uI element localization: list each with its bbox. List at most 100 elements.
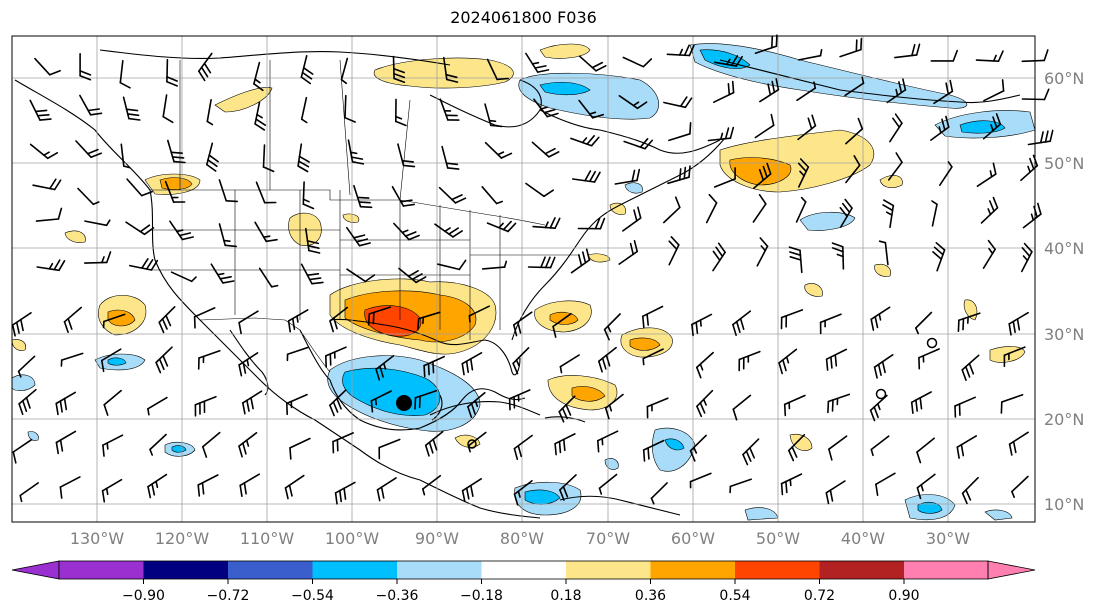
wind-barb-feather bbox=[797, 162, 808, 173]
wind-barb-shaft bbox=[461, 351, 483, 365]
wind-barb-feather bbox=[17, 370, 22, 378]
wind-barb-feather bbox=[404, 231, 417, 237]
wind-barb-shaft bbox=[103, 313, 126, 323]
wind-barb-feather bbox=[540, 106, 548, 110]
wind-barb-feather bbox=[549, 256, 556, 269]
colorbar-bin bbox=[566, 561, 651, 579]
wind-barb-feather bbox=[19, 318, 24, 332]
wind-barb-shaft bbox=[1021, 98, 1046, 101]
wind-barb-feather bbox=[536, 69, 550, 73]
wind-barb-feather bbox=[642, 357, 645, 366]
wind-barb-feather bbox=[394, 115, 403, 120]
wind-barb-feather bbox=[935, 242, 946, 251]
wind-barb-feather bbox=[238, 364, 243, 377]
field-ak-e bbox=[11, 339, 26, 351]
wind-barb-shaft bbox=[101, 348, 122, 362]
wind-barb-feather bbox=[262, 166, 275, 173]
wind-barb-feather bbox=[836, 253, 844, 258]
wind-barb-feather bbox=[717, 242, 726, 254]
wind-barb-shaft bbox=[297, 143, 303, 167]
wind-barb-feather bbox=[961, 492, 968, 505]
wind-barb-shaft bbox=[468, 305, 491, 317]
lon-label: 90°W bbox=[415, 529, 459, 548]
wind-barb-feather bbox=[825, 491, 830, 505]
wind-barb-feather bbox=[256, 113, 263, 119]
wind-barb-feather bbox=[641, 315, 645, 329]
storm-center-marker bbox=[396, 395, 412, 411]
wind-barb-shaft bbox=[931, 203, 938, 227]
field-caribbean-mod bbox=[571, 386, 606, 402]
wind-barb-feather bbox=[642, 58, 653, 68]
wind-barb-shaft bbox=[376, 477, 397, 491]
wind-barb-feather bbox=[190, 276, 197, 283]
wind-barb-shaft bbox=[19, 482, 40, 497]
wind-barb-shaft bbox=[1027, 140, 1051, 146]
wind-barb-shaft bbox=[558, 395, 576, 413]
wind-barb-feather bbox=[393, 77, 406, 83]
field-mid1 bbox=[804, 283, 823, 297]
wind-barb-feather bbox=[807, 117, 813, 130]
wind-barb-feather bbox=[870, 318, 875, 331]
wind-barb-feather bbox=[308, 249, 321, 254]
wind-barb-shaft bbox=[666, 53, 691, 57]
wind-barb-feather bbox=[949, 79, 954, 93]
wind-barb-feather bbox=[55, 441, 60, 455]
wind-barb-feather bbox=[418, 395, 421, 409]
wind-barb-feather bbox=[18, 403, 24, 416]
wind-barb-shaft bbox=[1011, 475, 1029, 493]
wind-barb-feather bbox=[605, 354, 611, 367]
wind-barb-shaft bbox=[827, 393, 851, 403]
wind-barb-shaft bbox=[825, 348, 848, 361]
wind-barb-feather bbox=[650, 497, 655, 505]
wind-barb-shaft bbox=[18, 388, 37, 405]
wind-barb-shaft bbox=[1022, 213, 1042, 229]
wind-barb-feather bbox=[355, 238, 369, 243]
wind-barb-feather bbox=[34, 109, 48, 113]
wind-barb-feather bbox=[1039, 131, 1044, 144]
lat-label: 10°N bbox=[1044, 495, 1084, 514]
wind-barb-feather bbox=[987, 239, 996, 251]
wind-barb-feather bbox=[989, 170, 993, 178]
wind-barb-feather bbox=[329, 404, 335, 417]
colorbar-bin bbox=[397, 561, 482, 579]
wind-barb-feather bbox=[306, 240, 320, 245]
field-ok bbox=[342, 213, 360, 223]
field-carib-neg bbox=[651, 427, 696, 472]
wind-barb-feather bbox=[831, 247, 844, 253]
calm-circle bbox=[875, 388, 887, 400]
wind-barb-feather bbox=[670, 236, 680, 246]
wind-barb-feather bbox=[302, 67, 314, 75]
greenland-coast bbox=[719, 59, 1021, 104]
wind-barb-shaft bbox=[441, 145, 449, 169]
wind-barb-feather bbox=[340, 78, 348, 85]
wind-barb-feather bbox=[207, 159, 218, 168]
field-hudson bbox=[373, 57, 514, 89]
wind-barb-feather bbox=[289, 447, 292, 460]
wind-barb-shaft bbox=[345, 226, 361, 247]
wind-barb-shaft bbox=[884, 241, 889, 266]
wind-barb-shaft bbox=[754, 45, 778, 55]
wind-barb-shaft bbox=[795, 201, 807, 223]
wind-barb-feather bbox=[997, 50, 1004, 63]
wind-barbs bbox=[11, 34, 1054, 506]
wind-barb-feather bbox=[1023, 242, 1033, 253]
wind-barb-feather bbox=[689, 122, 692, 135]
wind-barb-shaft bbox=[438, 186, 457, 204]
wind-barb-feather bbox=[548, 151, 560, 158]
wind-barb-shaft bbox=[258, 267, 273, 288]
wind-barb-feather bbox=[296, 315, 299, 323]
wind-barb-shaft bbox=[155, 346, 173, 364]
wind-barb-feather bbox=[1021, 247, 1031, 258]
field-nova bbox=[609, 202, 626, 215]
wind-barb-shaft bbox=[414, 389, 438, 399]
field-subtrop1-mod bbox=[629, 337, 661, 351]
wind-barb-feather bbox=[162, 354, 169, 367]
wind-barb-feather bbox=[507, 222, 517, 233]
wind-barb-shaft bbox=[623, 140, 646, 150]
wind-barb-feather bbox=[829, 489, 834, 502]
wind-barb-shaft bbox=[712, 251, 726, 272]
wind-barb-feather bbox=[374, 397, 378, 406]
pacific-coast bbox=[14, 79, 421, 481]
wind-barb-shaft bbox=[75, 140, 92, 158]
wind-barb-feather bbox=[608, 404, 613, 412]
